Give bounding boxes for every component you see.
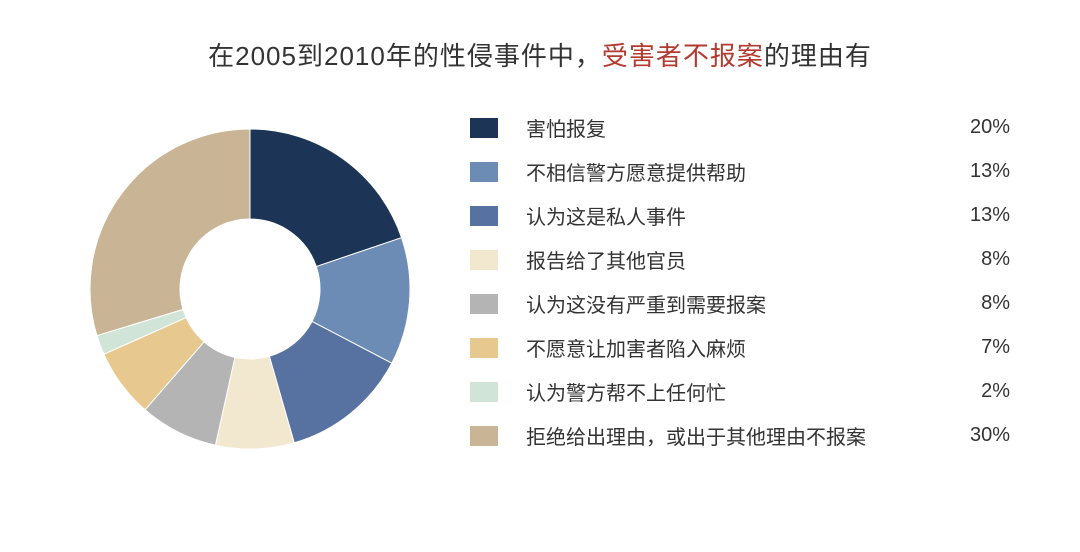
legend-label: 害怕报复 [526,113,950,142]
legend-swatch [470,162,498,182]
legend: 害怕报复 20% 不相信警方愿意提供帮助 13% 认为这是私人事件 13% 报告给了其他官员… [470,113,1030,465]
legend-swatch [470,338,498,358]
donut-chart [90,129,410,449]
title-post: 的理由有 [764,41,872,71]
content-row: 害怕报复 20% 不相信警方愿意提供帮助 13% 认为这是私人事件 13% 报告给了其他官员… [50,113,1030,465]
legend-row: 认为警方帮不上任何忙 2% [470,377,1010,406]
legend-row: 认为这没有严重到需要报案 8% [470,289,1010,318]
legend-swatch [470,206,498,226]
legend-label: 认为这是私人事件 [526,201,950,230]
legend-value: 30% [970,424,1010,447]
legend-value: 8% [981,248,1010,271]
legend-value: 13% [970,204,1010,227]
legend-label: 报告给了其他官员 [526,245,961,274]
donut-center [180,219,320,359]
title-highlight: 受害者不报案 [602,41,764,71]
legend-row: 不相信警方愿意提供帮助 13% [470,157,1010,186]
legend-row: 认为这是私人事件 13% [470,201,1010,230]
legend-value: 8% [981,292,1010,315]
legend-value: 7% [981,336,1010,359]
legend-value: 13% [970,160,1010,183]
legend-swatch [470,250,498,270]
legend-label: 认为这没有严重到需要报案 [526,289,961,318]
legend-value: 2% [981,380,1010,403]
chart-title: 在2005到2010年的性侵事件中，受害者不报案的理由有 [50,36,1030,73]
legend-row: 拒绝给出理由，或出于其他理由不报案 30% [470,421,1010,450]
legend-label: 拒绝给出理由，或出于其他理由不报案 [526,421,950,450]
legend-row: 报告给了其他官员 8% [470,245,1010,274]
legend-swatch [470,426,498,446]
legend-swatch [470,294,498,314]
legend-row: 不愿意让加害者陷入麻烦 7% [470,333,1010,362]
legend-swatch [470,382,498,402]
legend-row: 害怕报复 20% [470,113,1010,142]
legend-label: 不愿意让加害者陷入麻烦 [526,333,961,362]
legend-label: 认为警方帮不上任何忙 [526,377,961,406]
legend-label: 不相信警方愿意提供帮助 [526,157,950,186]
title-pre: 在2005到2010年的性侵事件中， [208,41,602,71]
legend-value: 20% [970,116,1010,139]
legend-swatch [470,118,498,138]
chart-container: 在2005到2010年的性侵事件中，受害者不报案的理由有 害怕报复 20% 不相信警… [0,0,1080,552]
